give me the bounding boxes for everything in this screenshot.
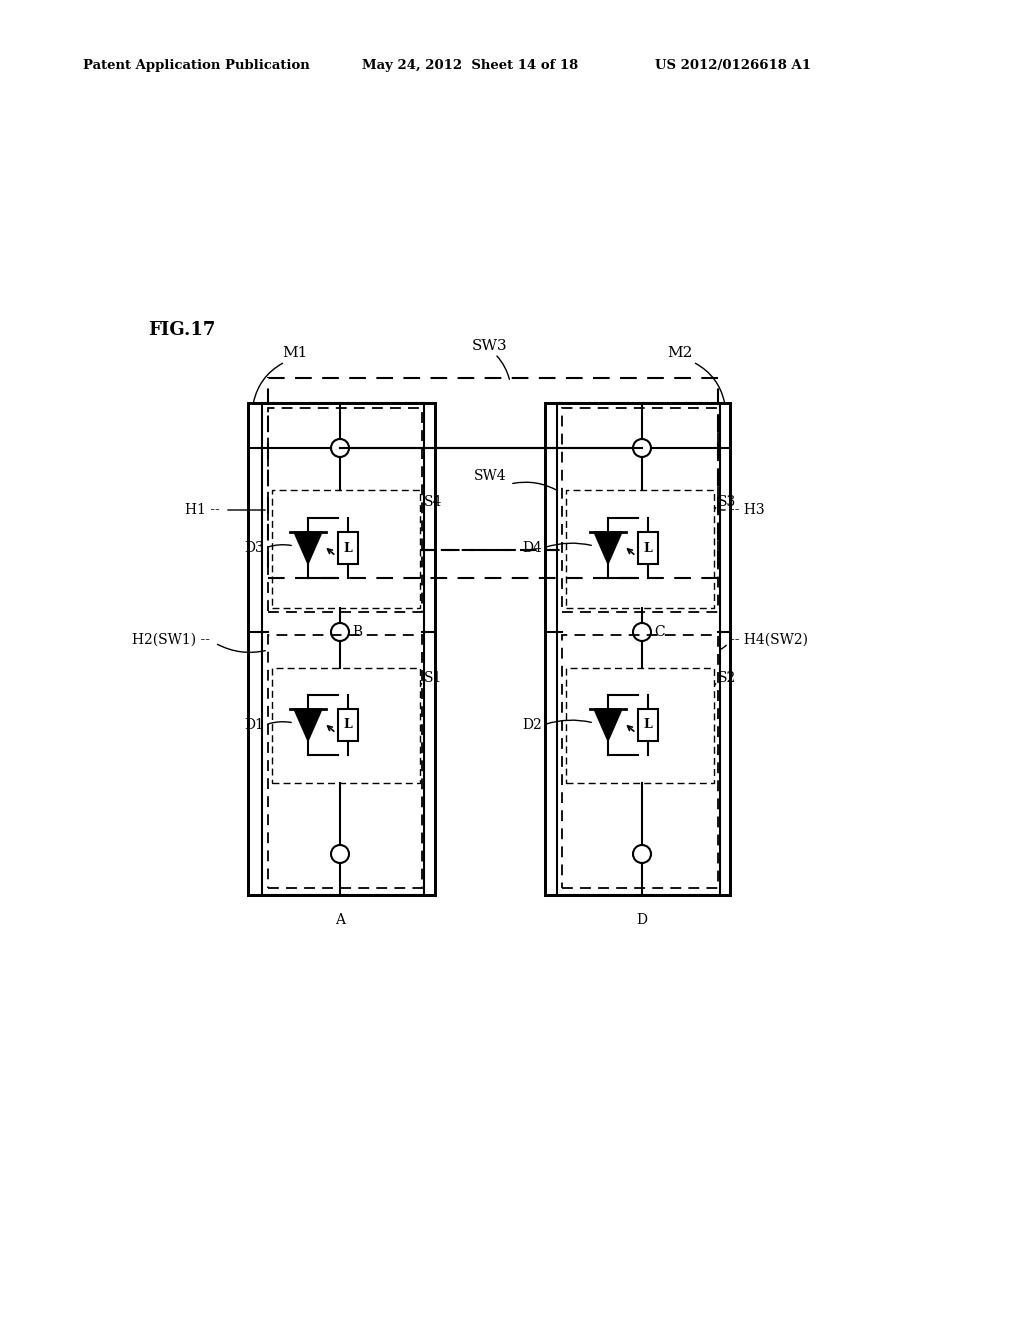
Bar [566, 668, 714, 783]
Bar [268, 408, 422, 612]
Bar [272, 490, 420, 609]
Bar [557, 403, 720, 895]
Polygon shape [294, 709, 322, 741]
Text: May 24, 2012  Sheet 14 of 18: May 24, 2012 Sheet 14 of 18 [362, 59, 579, 73]
Text: L: L [344, 541, 352, 554]
Bar [268, 635, 422, 888]
Text: S3: S3 [718, 495, 736, 510]
Text: D2: D2 [522, 718, 542, 733]
Text: L: L [344, 718, 352, 731]
Text: SW4: SW4 [474, 469, 506, 483]
Text: S1: S1 [424, 671, 442, 685]
Text: L: L [644, 541, 652, 554]
Bar [268, 378, 718, 578]
Bar [638, 532, 658, 564]
Bar [338, 709, 358, 741]
Polygon shape [294, 532, 322, 564]
Bar [272, 668, 420, 783]
Bar [638, 709, 658, 741]
Text: H1 --: H1 -- [185, 503, 220, 517]
Bar [338, 532, 358, 564]
Text: D: D [637, 913, 647, 927]
Text: SW3: SW3 [472, 339, 508, 352]
Text: S4: S4 [424, 495, 442, 510]
Text: Patent Application Publication: Patent Application Publication [83, 59, 309, 73]
Bar [545, 403, 730, 895]
Text: -- H3: -- H3 [730, 503, 765, 517]
Bar [562, 408, 718, 612]
Bar [262, 403, 424, 895]
Text: H2(SW1) --: H2(SW1) -- [132, 634, 210, 647]
Text: M2: M2 [668, 346, 692, 360]
Text: L: L [644, 718, 652, 731]
Bar [566, 490, 714, 609]
Text: D4: D4 [522, 541, 542, 554]
Text: M1: M1 [283, 346, 307, 360]
Text: D3: D3 [245, 541, 264, 554]
Bar [248, 403, 435, 895]
Text: US 2012/0126618 A1: US 2012/0126618 A1 [655, 59, 811, 73]
Text: -- H4(SW2): -- H4(SW2) [730, 634, 808, 647]
Text: C: C [654, 624, 665, 639]
Text: A: A [335, 913, 345, 927]
Text: S2: S2 [718, 671, 736, 685]
Text: FIG.17: FIG.17 [148, 321, 215, 339]
Polygon shape [594, 709, 622, 741]
Bar [562, 635, 718, 888]
Polygon shape [594, 532, 622, 564]
Text: D1: D1 [244, 718, 264, 733]
Text: B: B [352, 624, 362, 639]
